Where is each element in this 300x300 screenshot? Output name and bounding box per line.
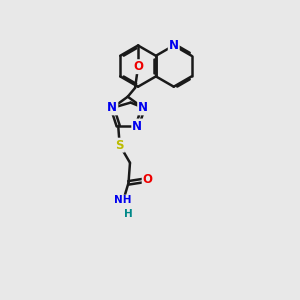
Text: N: N [138,101,148,114]
Text: NH: NH [115,196,132,206]
Text: N: N [107,101,117,114]
Text: H: H [124,209,133,219]
Text: S: S [116,139,124,152]
Text: N: N [169,39,179,52]
Text: N: N [132,119,142,133]
Text: O: O [143,173,153,186]
Text: O: O [133,60,143,73]
